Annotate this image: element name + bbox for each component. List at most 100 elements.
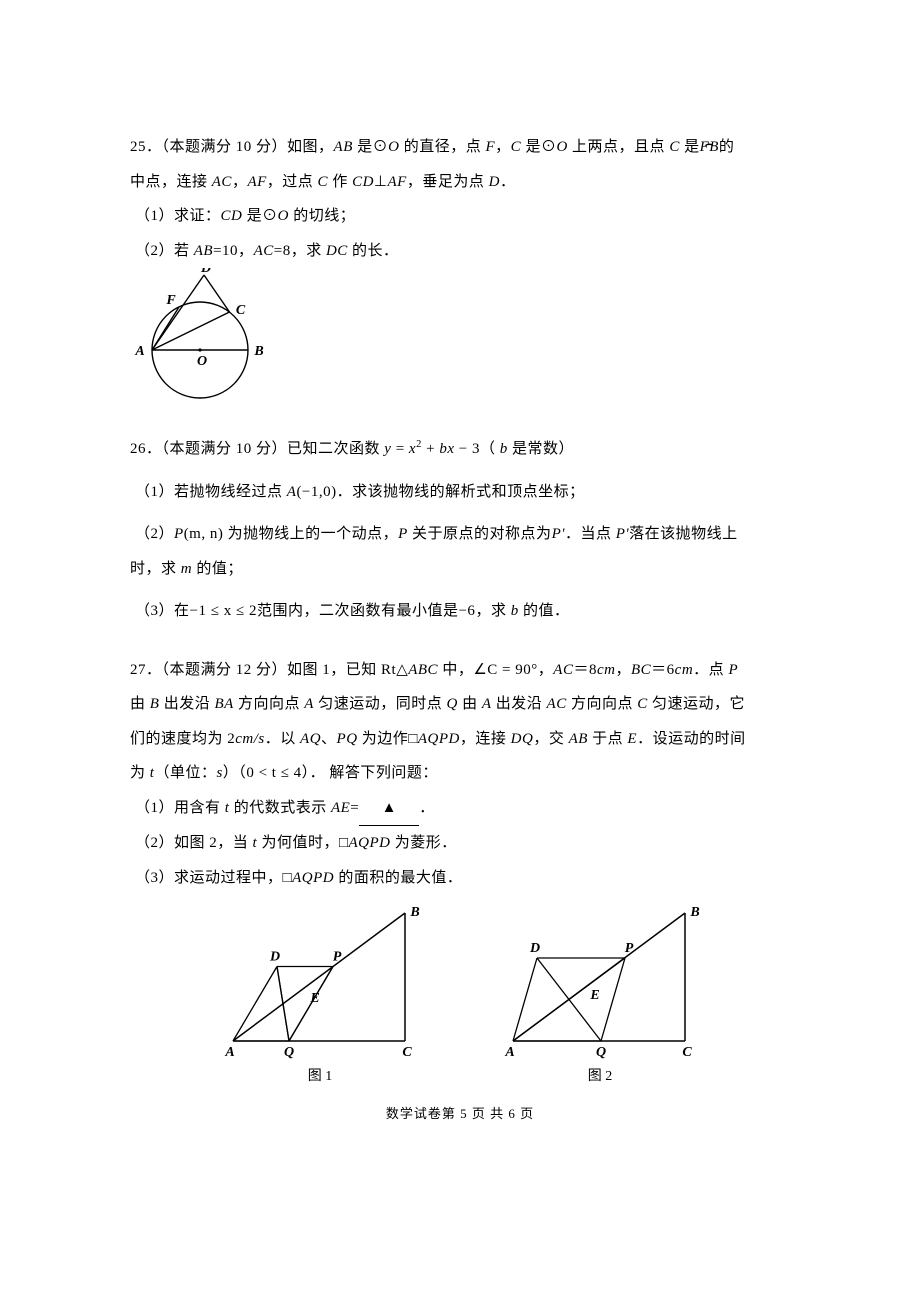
q26-p3rng: −1 ≤ x ≤ 2 xyxy=(190,603,257,619)
q27-p3a: （3）求运动过程中， xyxy=(135,870,283,886)
q27-ang: ∠C = 90° xyxy=(473,662,537,678)
q27-ib: 中， xyxy=(438,662,473,678)
q27-p3: （3）求运动过程中，□AQPD 的面积的最大值． xyxy=(135,861,790,896)
q27-l3f: ，交 xyxy=(533,731,568,747)
svg-text:D: D xyxy=(200,268,211,276)
q27-cm1: cm xyxy=(597,662,616,678)
svg-text:A: A xyxy=(134,344,144,359)
q25-p2AC: AC xyxy=(254,243,274,259)
q25-C3: C xyxy=(318,174,329,190)
q26-p1a: （1）若抛物线经过点 xyxy=(135,484,287,500)
q25-C2: C xyxy=(669,139,680,155)
svg-text:P: P xyxy=(625,941,634,956)
svg-text:A: A xyxy=(224,1045,234,1060)
q27-l3DQ: DQ xyxy=(511,731,534,747)
svg-text:B: B xyxy=(409,905,419,920)
q26-bx: bx xyxy=(439,441,454,457)
q27-l2b: 出发沿 xyxy=(159,696,214,712)
q27-fig2-col: AQCBDPE 图 2 xyxy=(495,901,705,1085)
q27-figure2: AQCBDPE xyxy=(495,901,705,1061)
q27-BC: BC xyxy=(631,662,651,678)
q27-l2c: 方向向点 xyxy=(234,696,305,712)
q26-p2l2a: 时，求 xyxy=(130,561,181,577)
q26-p2b-line: 时，求 m 的值； xyxy=(130,552,790,587)
q26-p2Pp2: P' xyxy=(616,526,629,542)
q27-P: P xyxy=(728,662,738,678)
q26-p1c: (−1,0) xyxy=(296,484,336,500)
q27-p3par: □AQPD xyxy=(283,870,335,886)
q27-figures: AQCBDPE 图 1 AQCBDPE 图 2 xyxy=(130,901,790,1085)
q25-p1b: 是⊙ xyxy=(242,208,277,224)
q25-AB: AB xyxy=(334,139,353,155)
q27-l2h: 匀速运动，它 xyxy=(648,696,745,712)
q27-l2BA: BA xyxy=(214,696,233,712)
q27-figure1: AQCBDPE xyxy=(215,901,425,1061)
q25-t3: 的直径，点 xyxy=(399,139,485,155)
q27-l2Q: Q xyxy=(446,696,457,712)
svg-text:Q: Q xyxy=(284,1045,294,1060)
q25-perp: ⊥ xyxy=(374,174,388,190)
q27-p2b: 为何值时， xyxy=(257,835,339,851)
q27-l2g: 方向向点 xyxy=(567,696,638,712)
q25-c1: ， xyxy=(495,139,511,155)
q27-l4rng: 0 < t ≤ 4 xyxy=(246,765,301,781)
q27-l2C: C xyxy=(637,696,648,712)
q27-l3AB: AB xyxy=(569,731,588,747)
q25-l2c: ，过点 xyxy=(267,174,318,190)
q26-eq: = xyxy=(391,441,408,457)
q25-p2DC: DC xyxy=(326,243,348,259)
q27-ia: （本题满分 12 分）如图 1，已知 Rt△ xyxy=(162,662,409,678)
svg-text:B: B xyxy=(689,905,699,920)
q25-O2: O xyxy=(556,139,567,155)
q26-b: b xyxy=(500,441,508,457)
q26-p3v: −6 xyxy=(458,603,475,619)
q25-t2: 是⊙ xyxy=(353,139,388,155)
svg-text:E: E xyxy=(309,991,319,1006)
q25-O1: O xyxy=(388,139,399,155)
q27-blank: ▲ xyxy=(359,791,419,827)
q27-fig2-caption: 图 2 xyxy=(495,1065,705,1085)
svg-text:P: P xyxy=(333,950,342,965)
q25-p1CD: CD xyxy=(221,208,243,224)
q26-p1A: A xyxy=(287,484,297,500)
q26-intro: （本题满分 10 分）已知二次函数 xyxy=(162,441,385,457)
q26-p2P2: P xyxy=(398,526,408,542)
q26-p2d: ．当点 xyxy=(565,526,616,542)
q27-p1b: 的代数式表示 xyxy=(229,800,331,816)
q26-p2mn: (m, n) xyxy=(184,526,224,542)
q27-l3E: E xyxy=(627,731,637,747)
svg-text:E: E xyxy=(589,988,599,1003)
q25-l2a: 中点，连接 xyxy=(130,174,212,190)
q25-p2end: 的长． xyxy=(348,243,399,259)
q27-fig1-col: AQCBDPE 图 1 xyxy=(215,901,425,1085)
q25-line1: 25．（本题满分 10 分）如图，AB 是⊙O 的直径，点 F，C 是⊙O 上两… xyxy=(130,130,790,165)
q25-D: D xyxy=(489,174,500,190)
q25-arc-FB: FB xyxy=(700,139,719,155)
q25-AF2: AF xyxy=(388,174,407,190)
q26-num: 26． xyxy=(130,441,162,457)
q26-plus: + xyxy=(422,441,439,457)
q25-p1: （1）求证：CD 是⊙O 的切线； xyxy=(135,199,790,234)
q27-l3c: 、 xyxy=(321,731,337,747)
q26-p1b: ．求该抛物线的解析式和顶点坐标； xyxy=(337,484,585,500)
q26-p3b: 范围内，二次函数有最小值是 xyxy=(257,603,459,619)
q26-p3bv: b xyxy=(511,603,519,619)
q27-l4d: ）． 解答下列问题： xyxy=(302,765,438,781)
q26-p2l2b: 的值； xyxy=(192,561,243,577)
svg-text:Q: Q xyxy=(596,1045,606,1060)
q27-l3cms: cm/s xyxy=(235,731,265,747)
q25-C1: C xyxy=(511,139,522,155)
q27-l3b: ．以 xyxy=(265,731,300,747)
svg-text:O: O xyxy=(197,354,207,369)
q25-p2: （2）若 AB=10，AC=8，求 DC 的长． xyxy=(135,234,790,269)
q27-p1end: ． xyxy=(419,800,435,816)
q27-l2A2: A xyxy=(482,696,492,712)
q26-p2a: （2） xyxy=(135,526,174,542)
q25-F: F xyxy=(485,139,495,155)
page-footer: 数学试卷第 5 页 共 6 页 xyxy=(130,1103,790,1122)
svg-text:F: F xyxy=(165,293,176,308)
q26-p2m: m xyxy=(181,561,192,577)
q26-p2e: 落在该抛物线上 xyxy=(629,526,738,542)
q27-line1: 27．（本题满分 12 分）如图 1，已知 Rt△ABC 中，∠C = 90°，… xyxy=(130,653,790,688)
q27-l3e: ，连接 xyxy=(460,731,511,747)
